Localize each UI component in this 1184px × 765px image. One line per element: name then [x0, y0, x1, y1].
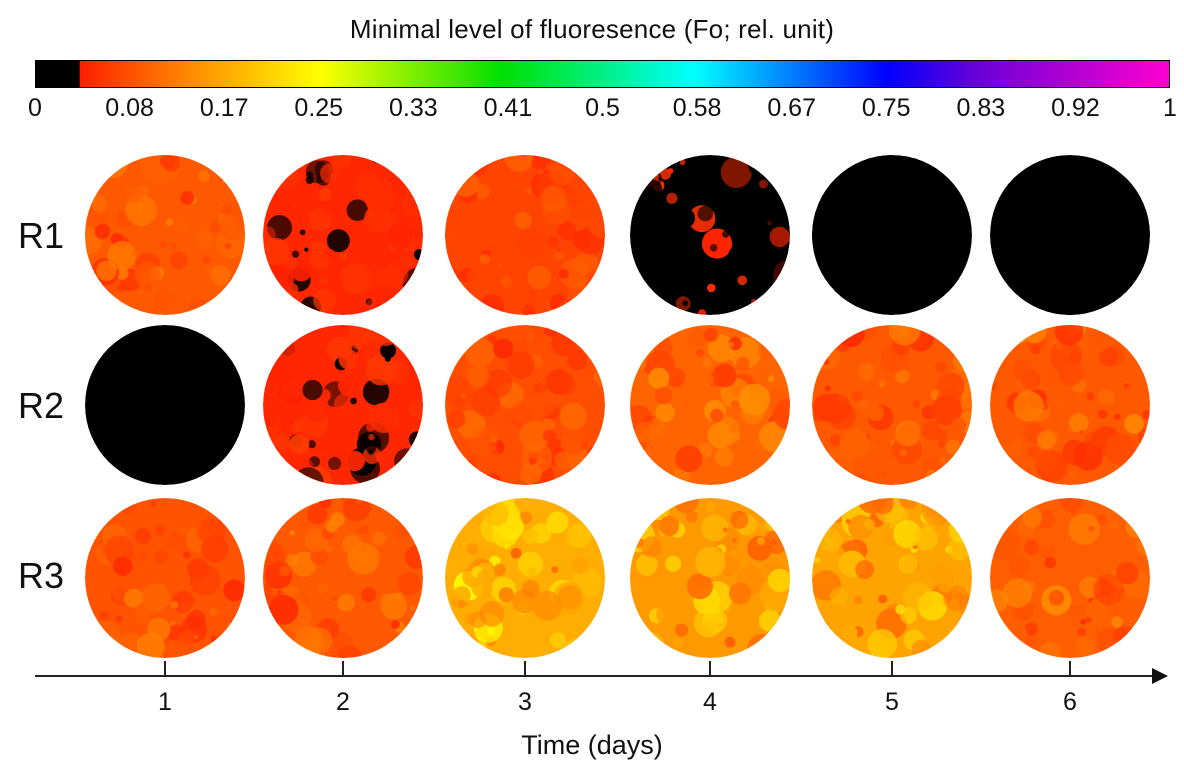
- colorbar-tick-label: 0.5: [585, 94, 620, 122]
- time-axis-tick-label: 2: [336, 688, 350, 716]
- fluorescence-disc-r3-day1: [85, 498, 245, 658]
- colorbar-tick-label: 0.83: [956, 94, 1006, 122]
- fluorescence-disc-r2-day2: [263, 325, 423, 485]
- colorbar-tick-label: 0.17: [199, 94, 249, 122]
- time-axis-tick-label: 3: [518, 688, 532, 716]
- time-axis-tick-label: 6: [1063, 688, 1077, 716]
- time-axis-tick: [709, 661, 711, 675]
- time-axis-tick: [1069, 661, 1071, 675]
- fluorescence-disc-r2-day6: [990, 325, 1150, 485]
- fluorescence-disc-r2-day5: [812, 325, 972, 485]
- fluorescence-disc-r3-day5: [812, 498, 972, 658]
- fluorescence-disc-r1-day3: [445, 155, 605, 315]
- time-axis-tick: [524, 661, 526, 675]
- colorbar-tick-label: 0.75: [861, 94, 911, 122]
- time-axis-arrow: [1152, 668, 1168, 684]
- fluorescence-disc-r1-day5: [812, 155, 972, 315]
- colorbar-tick-label: 1: [1163, 94, 1177, 122]
- row-label-r1: R1: [18, 215, 65, 256]
- colorbar-tick-label: 0: [28, 94, 42, 122]
- fluorescence-disc-r1-day6: [990, 155, 1150, 315]
- colorbar: [35, 60, 1170, 88]
- time-axis-tick: [164, 661, 166, 675]
- colorbar-tick-label: 0.41: [483, 94, 533, 122]
- colorbar-title: Minimal level of fluoresence (Fo; rel. u…: [349, 14, 835, 44]
- fluorescence-disc-r1-day2: [263, 155, 423, 315]
- time-axis-title: Time (days): [521, 730, 663, 760]
- row-label-r3: R3: [18, 555, 65, 596]
- time-axis-tick-label: 5: [885, 688, 899, 716]
- colorbar-tick-label: 0.33: [388, 94, 438, 122]
- time-axis-tick-label: 1: [158, 688, 172, 716]
- fluorescence-disc-r3-day2: [263, 498, 423, 658]
- colorbar-tick-label: 0.92: [1051, 94, 1100, 122]
- fluorescence-disc-r2-day4: [630, 325, 790, 485]
- colorbar-gradient: [36, 61, 1169, 87]
- time-axis-tick: [891, 661, 893, 675]
- fluorescence-disc-r1-day1: [85, 155, 245, 315]
- fluorescence-disc-r3-day4: [630, 498, 790, 658]
- colorbar-tick-label: 0.25: [294, 94, 344, 122]
- time-axis-tick: [342, 661, 344, 675]
- fluorescence-disc-r1-day4: [630, 155, 790, 315]
- time-axis-line: [35, 675, 1160, 677]
- fluorescence-disc-r3-day6: [990, 498, 1150, 658]
- colorbar-tick-label: 0.67: [767, 94, 816, 122]
- fluorescence-disc-r2-day1: [85, 325, 245, 485]
- colorbar-tick-label: 0.58: [672, 94, 722, 122]
- colorbar-tick-label: 0.08: [105, 94, 154, 122]
- fluorescence-disc-r3-day3: [445, 498, 605, 658]
- row-label-r2: R2: [18, 385, 65, 426]
- fluorescence-disc-r2-day3: [445, 325, 605, 485]
- time-axis-tick-label: 4: [703, 688, 717, 716]
